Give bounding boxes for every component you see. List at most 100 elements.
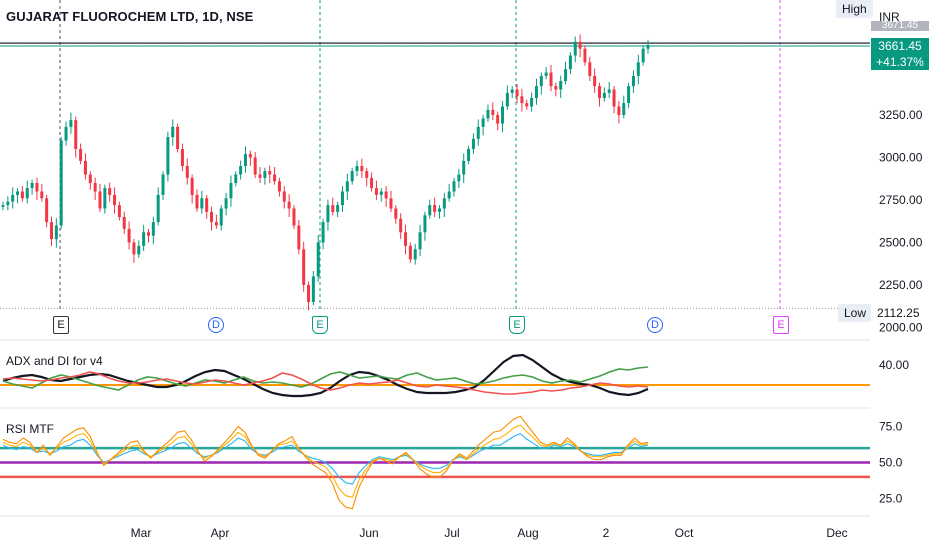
event-earnings-3[interactable]: E	[509, 316, 525, 334]
date-tick-label: Aug	[517, 526, 538, 540]
candle	[122, 217, 126, 229]
candle	[146, 232, 150, 236]
candle	[195, 194, 199, 209]
candle	[617, 106, 621, 115]
event-earnings-4[interactable]: E	[773, 316, 789, 334]
candle	[462, 160, 466, 175]
candle	[151, 222, 155, 236]
candle	[321, 222, 325, 243]
date-tick-label: Jun	[359, 526, 378, 540]
candle	[16, 191, 20, 195]
event-earnings-2[interactable]: E	[312, 316, 328, 334]
high-value: 3671.45	[871, 21, 929, 31]
candle	[239, 166, 243, 175]
candle	[598, 86, 602, 98]
candle	[505, 92, 509, 107]
candle	[30, 183, 34, 189]
candle	[88, 174, 92, 183]
candle	[413, 249, 417, 260]
candle	[515, 89, 519, 97]
date-tick-label: 2	[603, 526, 610, 540]
candle	[549, 72, 553, 87]
last-price: 3661.45	[871, 38, 929, 54]
rsi-tick-label: 75.0	[879, 419, 903, 433]
candle	[229, 183, 233, 199]
candle	[365, 171, 369, 178]
candle	[224, 198, 228, 209]
candle	[98, 191, 102, 209]
date-tick-label: Jul	[444, 526, 459, 540]
candle	[234, 174, 238, 183]
date-tick-label: Dec	[826, 526, 847, 540]
candle	[530, 98, 534, 107]
rsi-tick-label: 25.0	[879, 492, 903, 506]
candle	[593, 75, 597, 87]
candle	[200, 198, 204, 209]
candle	[49, 222, 53, 240]
candle	[467, 149, 471, 161]
low-label: Low	[838, 304, 873, 322]
candle	[93, 183, 97, 192]
candle	[156, 194, 160, 223]
candle	[54, 225, 58, 240]
candle	[631, 75, 635, 87]
candle	[486, 109, 490, 119]
candle	[578, 41, 582, 49]
candle	[35, 183, 39, 192]
candle	[258, 174, 262, 178]
candle	[534, 86, 538, 98]
candle	[491, 109, 495, 115]
candle	[64, 126, 68, 141]
adx-series-line	[2, 353, 649, 398]
candle	[316, 242, 320, 277]
candle	[302, 249, 306, 285]
candle	[355, 166, 359, 172]
adx-series-line	[2, 366, 649, 391]
event-dividend-2[interactable]: D	[647, 317, 663, 333]
rsi-tick-label: 50.0	[879, 456, 903, 470]
candle	[360, 166, 364, 172]
date-tick-label: Mar	[131, 526, 152, 540]
candle	[408, 245, 412, 260]
candle	[568, 55, 572, 70]
candle	[539, 75, 543, 87]
event-earnings-1[interactable]: E	[53, 316, 69, 334]
candle	[442, 198, 446, 209]
candle	[243, 154, 247, 166]
price-tick-label: 3250.00	[879, 108, 923, 122]
chart-title: GUJARAT FLUOROCHEM LTD, 1D, NSE	[6, 9, 254, 24]
candle	[627, 86, 631, 104]
candle	[544, 72, 548, 76]
candle	[612, 89, 616, 107]
candle	[40, 191, 44, 199]
candle	[103, 188, 107, 209]
event-dividend-1[interactable]: D	[208, 317, 224, 333]
candle	[404, 232, 408, 246]
candle	[117, 205, 121, 217]
price-change: +41.37%	[871, 54, 929, 70]
candle	[379, 191, 383, 195]
candle	[471, 138, 475, 149]
rsi-pane	[0, 415, 870, 510]
candle	[307, 285, 311, 302]
candle	[481, 118, 485, 127]
candle	[180, 149, 184, 166]
rsi-title: RSI MTF	[6, 422, 54, 436]
candle	[501, 106, 505, 124]
candle	[214, 222, 218, 226]
candle	[457, 174, 461, 182]
axes: 3250.00 3000.00 2750.00 2500.00 2250.00 2000.…	[0, 108, 923, 540]
candle	[59, 140, 63, 226]
candle	[210, 211, 214, 223]
candle	[423, 215, 427, 233]
candle	[564, 69, 568, 81]
candle	[622, 103, 626, 115]
candle	[646, 45, 650, 49]
candle	[525, 103, 529, 107]
candle	[113, 194, 117, 206]
candle	[496, 115, 500, 124]
candle	[418, 232, 422, 250]
candle	[384, 191, 388, 199]
candle	[282, 191, 286, 202]
